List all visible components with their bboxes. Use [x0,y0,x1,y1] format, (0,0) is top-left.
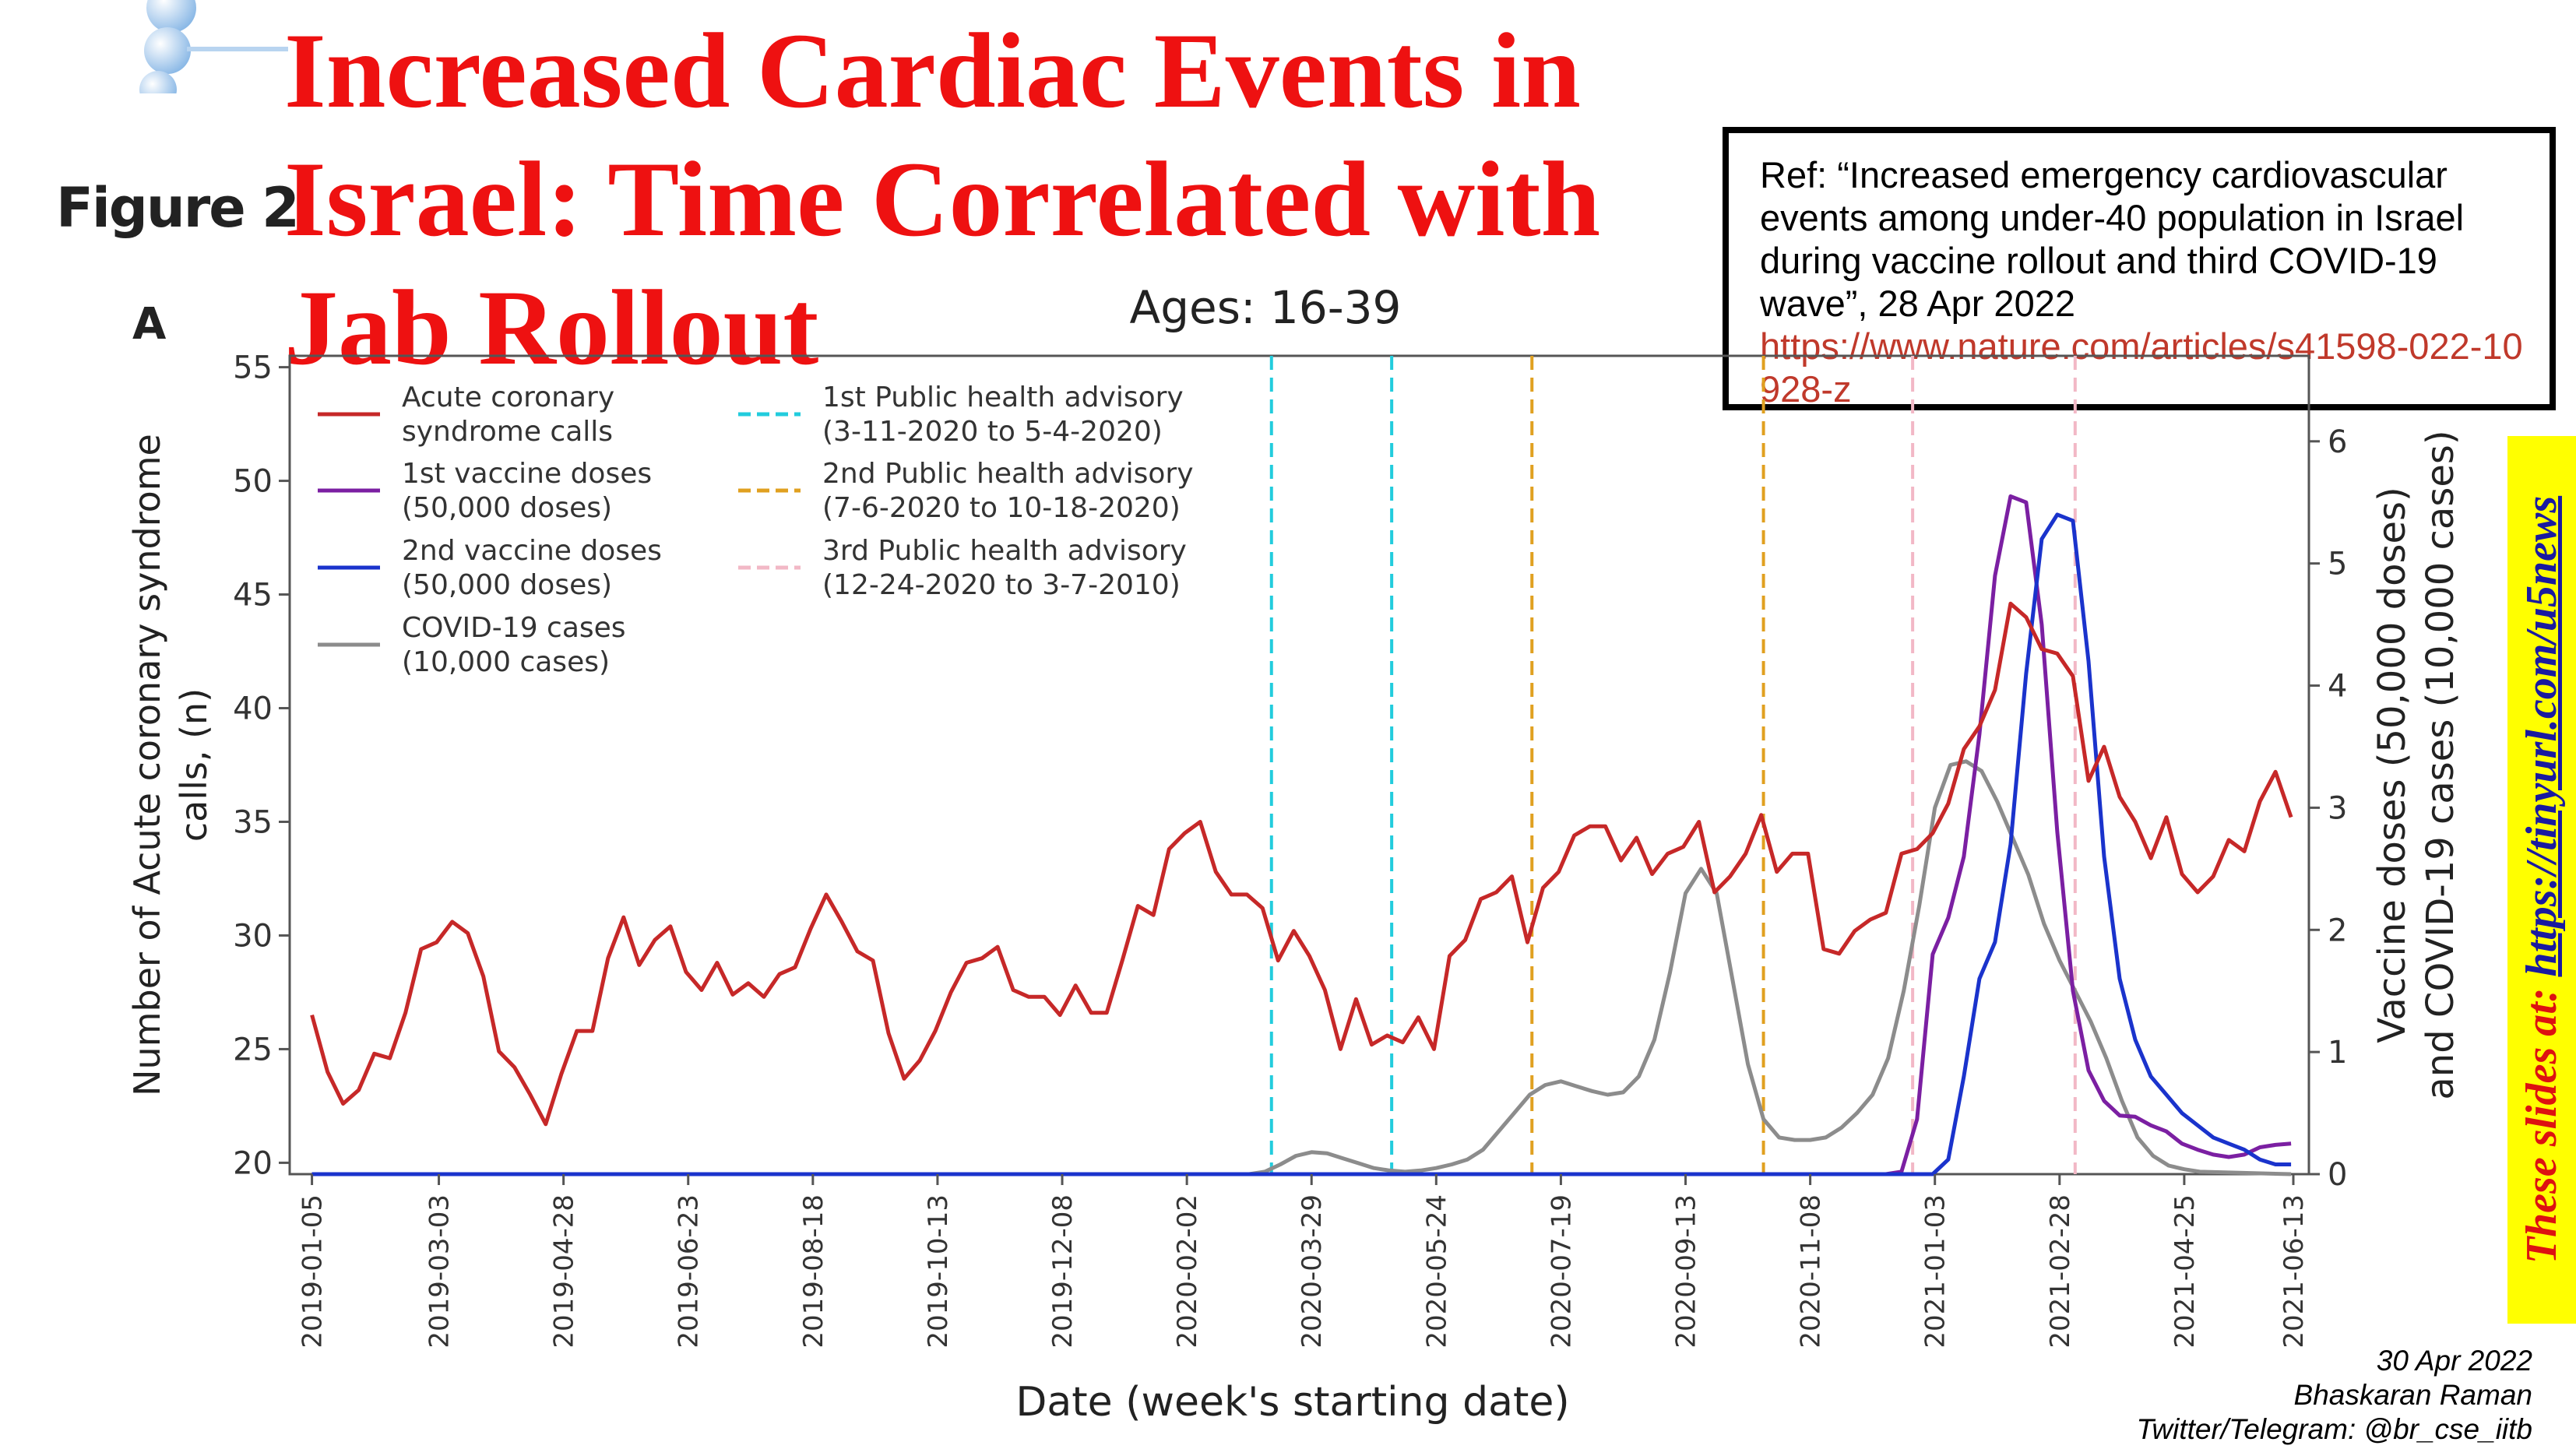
legend-label-line-1: COVID-19 cases [402,612,626,644]
slide-title: Increased Cardiac Events in Israel: Time… [284,11,1601,387]
banner-prefix: These slides at: [2518,976,2566,1264]
x-axis-ticks: 2019-01-05 2019-03-03 2019-04-28 2019-06-23… [297,1174,2310,1349]
figure-label: Figure 2 [56,176,300,240]
banner-link[interactable]: https://tinyurl.com/u5news [2518,495,2566,977]
legend-label-line-2: (3-11-2020 to 5-4-2020) [822,416,1163,448]
x-tick-label: 2020-09-13 [1671,1194,1702,1349]
x-axis-label: Date (week's starting date) [1015,1379,1569,1426]
y2-tick-label: 1 [2328,1035,2347,1071]
x-tick-label: 2019-01-05 [297,1194,329,1349]
x-tick-label: 2021-01-03 [1920,1194,1951,1349]
y-axis-label: Number of Acute coronary syndrome calls, … [126,434,215,1096]
credits-handle: Twitter/Telegram: @br_cse_iitb [2136,1413,2532,1445]
y-tick-label: 25 [233,1032,273,1067]
legend-label-line-1: 2nd vaccine doses [402,535,662,567]
x-tick-label: 2019-04-28 [549,1194,580,1349]
y2-tick-label: 5 [2328,547,2347,582]
reference-box: Ref: “Increased emergency cardiovascular… [1723,127,2556,410]
series-line-3 [311,512,2292,1176]
credits-author: Bhaskaran Raman [2293,1379,2532,1411]
series-line-2 [311,494,2292,1176]
y-tick-label: 45 [233,578,273,614]
credits-date: 30 Apr 2022 [2376,1345,2532,1377]
reference-text: Ref: “Increased emergency cardiovascular… [1760,154,2465,324]
x-tick-label: 2020-03-29 [1297,1194,1328,1349]
y2-axis-label: Vaccine doses (50,000 doses) and COVID-19… [2370,430,2462,1099]
x-tick-label: 2019-08-18 [798,1194,829,1349]
x-tick-label: 2019-10-13 [923,1194,954,1349]
legend-label-line-2: (10,000 cases) [402,646,610,678]
y-axis-label-line-1: Number of Acute coronary syndrome [126,434,168,1096]
y2-tick-label: 3 [2328,790,2347,826]
y-tick-label: 30 [233,918,273,954]
series-group [310,494,2293,1176]
x-tick-label: 2019-12-08 [1047,1194,1079,1349]
y-axis-label-line-2: calls, (n) [173,688,215,842]
legend-label-line-2: (50,000 doses) [402,569,612,601]
side-banner: These slides at: https://tinyurl.com/u5n… [2507,436,2576,1324]
y2-axis-label-line-1: Vaccine doses (50,000 doses) [2370,487,2414,1043]
x-tick-label: 2021-02-28 [2045,1194,2076,1349]
series-line-4 [311,759,2292,1176]
x-tick-label: 2021-04-25 [2170,1194,2201,1349]
y2-tick-label: 2 [2328,913,2347,948]
y2-tick-label: 6 [2328,424,2347,460]
panel-label: A [132,299,167,350]
legend-label-line-2: syndrome calls [402,416,613,448]
x-tick-label: 2020-07-19 [1546,1194,1577,1349]
y2-axis-ticks: 0 1 2 3 4 5 6 [2309,424,2347,1193]
x-tick-label: 2020-11-08 [1796,1194,1827,1349]
y2-axis-label-line-2: and COVID-19 cases (10,000 cases) [2419,430,2462,1099]
legend-label-line-2: (7-6-2020 to 10-18-2020) [822,492,1181,524]
y-tick-label: 40 [233,691,273,727]
y2-tick-label: 0 [2328,1157,2347,1193]
y-tick-label: 55 [233,350,273,386]
legend-label-line-1: 1st vaccine doses [402,458,652,490]
y-tick-label: 35 [233,804,273,840]
legend-label-line-1: 1st Public health advisory [822,382,1184,413]
reference-link[interactable]: https://www.nature.com/articles/s41598-0… [1760,325,2523,410]
legend-label-line-1: Acute coronary [402,382,614,413]
legend-label-line-2: (12-24-2020 to 3-7-2010) [822,569,1181,601]
chart-title: Ages: 16-39 [1130,281,1402,334]
series-line-1 [310,601,2293,1127]
x-tick-label: 2021-06-13 [2279,1194,2310,1349]
x-tick-label: 2019-06-23 [674,1194,705,1349]
credits: 30 Apr 2022 Bhaskaran Raman Twitter/Tele… [2137,1344,2532,1447]
legend-label-line-2: (50,000 doses) [402,492,612,524]
y-axis-ticks: 20 25 30 35 40 45 50 55 [233,350,290,1181]
x-tick-label: 2019-03-03 [424,1194,456,1349]
y-tick-label: 20 [233,1145,273,1181]
x-tick-label: 2020-02-02 [1172,1194,1203,1349]
legend-label-line-1: 2nd Public health advisory [822,458,1194,490]
legend-label-line-1: 3rd Public health advisory [822,535,1187,567]
x-tick-label: 2020-05-24 [1421,1194,1452,1349]
y-tick-label: 50 [233,464,273,500]
molecule-logo-icon [139,0,288,93]
y2-tick-label: 4 [2328,669,2347,705]
